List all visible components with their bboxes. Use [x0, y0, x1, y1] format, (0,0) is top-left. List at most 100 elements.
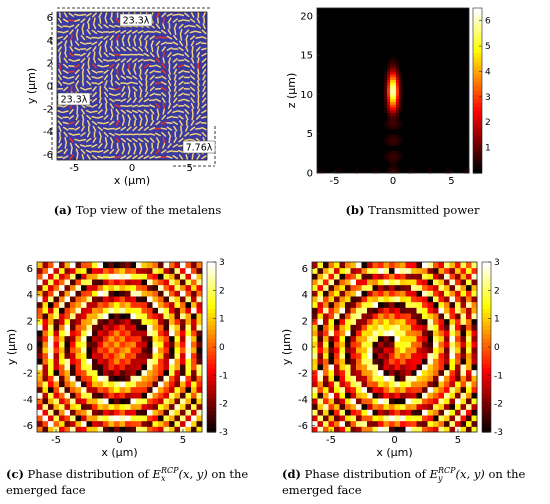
panel-d-phase-cell [350, 381, 357, 388]
panel-c-phase-cell [70, 392, 76, 399]
panel-d-phase-cell [433, 324, 439, 331]
panel-c-phase-cell [103, 273, 109, 280]
panel-d-phase-cell [394, 398, 401, 405]
panel-c-phase-cell [180, 279, 186, 286]
panel-c-phase-cell [48, 324, 54, 331]
panel-d-phase-cell [400, 267, 406, 274]
panel-c-phase-cell [75, 358, 82, 365]
nanofin [172, 143, 179, 148]
panel-c-phase-cell [152, 426, 159, 433]
nanofin [154, 155, 162, 159]
panel-d-phase-cell [378, 273, 384, 280]
panel-c-phase-cell [125, 290, 131, 297]
panel-d-phase-cell [312, 324, 318, 331]
panel-d-phase-cell [466, 279, 472, 286]
panel-d-phase-cell [345, 318, 351, 325]
panel-d-phase-cell [449, 386, 456, 393]
panel-d-phase-cell [323, 262, 329, 269]
panel-d-phase-cell [378, 386, 384, 393]
panel-b-ytick-label-3: 5 [307, 129, 313, 140]
panel-c-phase-cell [97, 279, 104, 286]
panel-c-phase-cell [86, 267, 93, 274]
nanofin [173, 125, 178, 132]
panel-c-phase-cell [141, 296, 148, 303]
panel-c-phase-cell [92, 262, 98, 269]
panel-d-phase-cell [350, 313, 357, 320]
panel-d-phase-cell [471, 364, 478, 371]
panel-c-xtick-label-1: 0 [116, 435, 122, 446]
panel-c-phase-cell [141, 330, 148, 337]
panel-c-phase-cell [114, 381, 120, 388]
panel-d-colorbar-step [482, 419, 491, 425]
panel-c-phase-cell [169, 347, 175, 354]
panel-d-colorbar-step [482, 262, 491, 267]
nanofin [172, 155, 179, 160]
panel-d-phase-cell [317, 279, 324, 286]
panel-d-phase-cell [449, 313, 456, 320]
power-cell [355, 170, 359, 174]
panel-d-colorbar-step [482, 347, 491, 352]
panel-d-phase-cell [389, 307, 395, 314]
panel-c-phase-cell [114, 420, 120, 427]
panel-b-colorbar-step [473, 57, 482, 63]
panel-d-phase-cell [427, 386, 434, 393]
panel-d-phase-cell [466, 386, 472, 393]
panel-c-phase-cell [103, 364, 109, 371]
panel-c-phase-cell [48, 398, 54, 405]
panel-c-phase-cell [53, 347, 60, 354]
panel-d-phase-cell [460, 279, 467, 286]
panel-d-phase-cell [471, 335, 478, 342]
panel-d-phase-cell [323, 386, 329, 393]
nanofin [156, 114, 160, 121]
caption-d-sup: RCP [438, 466, 456, 475]
panel-b-colorbar-step [473, 135, 482, 141]
nanofin [104, 136, 108, 144]
panel-d-phase-cell [383, 267, 390, 274]
panel-d-phase-cell [394, 392, 401, 399]
panel-d-phase-cell [372, 403, 379, 410]
nanofin [133, 40, 137, 47]
panel-d-phase-cell [323, 301, 329, 308]
panel-c-colorbar-step [207, 364, 216, 369]
panel-d-phase-cell [411, 279, 417, 286]
power-cell [387, 93, 391, 97]
panel-d-phase-cell [455, 296, 461, 303]
panel-c-phase-cell [147, 307, 153, 314]
nanofin [85, 104, 92, 108]
panel-c-phase-cell [92, 347, 98, 354]
panel-d-phase-cell [427, 267, 434, 274]
power-cell [387, 104, 391, 108]
nanofin [133, 142, 137, 149]
nanofin [81, 68, 85, 75]
power-cell [390, 101, 394, 105]
nanofin [201, 109, 207, 114]
panel-d-phase-cell [433, 284, 439, 291]
panel-c-phase-cell [81, 290, 87, 297]
panel-d-phase-cell [367, 267, 373, 274]
nanofin [160, 127, 167, 130]
panel-c-phase-cell [64, 392, 71, 399]
nanofin [91, 154, 98, 160]
panel-c-phase-cell [70, 279, 76, 286]
panel-c-phase-cell [75, 386, 82, 393]
panel-c-phase-cell [75, 273, 82, 280]
power-cell [398, 156, 403, 160]
panel-c-phase-cell [174, 324, 181, 331]
panel-d-phase-cell [345, 426, 351, 433]
panel-d-phase-cell [438, 267, 445, 274]
panel-c-phase-cell [147, 290, 153, 297]
panel-c-phase-cell [103, 267, 109, 274]
panel-d-phase-cell [361, 335, 368, 342]
panel-c-phase-cell [64, 335, 71, 342]
panel-c-colorbar-step [207, 338, 216, 344]
panel-c-phase-cell [163, 364, 170, 371]
panel-c-phase-cell [196, 415, 203, 422]
panel-c-phase-cell [191, 358, 197, 365]
nanofin [132, 126, 138, 132]
panel-c-phase-cell [53, 426, 60, 433]
panel-c-phase-cell [48, 335, 54, 342]
panel-c-phase-cell [59, 364, 65, 371]
panel-c-phase-cell [114, 324, 120, 331]
panel-d-phase-cell [460, 352, 467, 359]
panel-d-phase-cell [422, 426, 428, 433]
